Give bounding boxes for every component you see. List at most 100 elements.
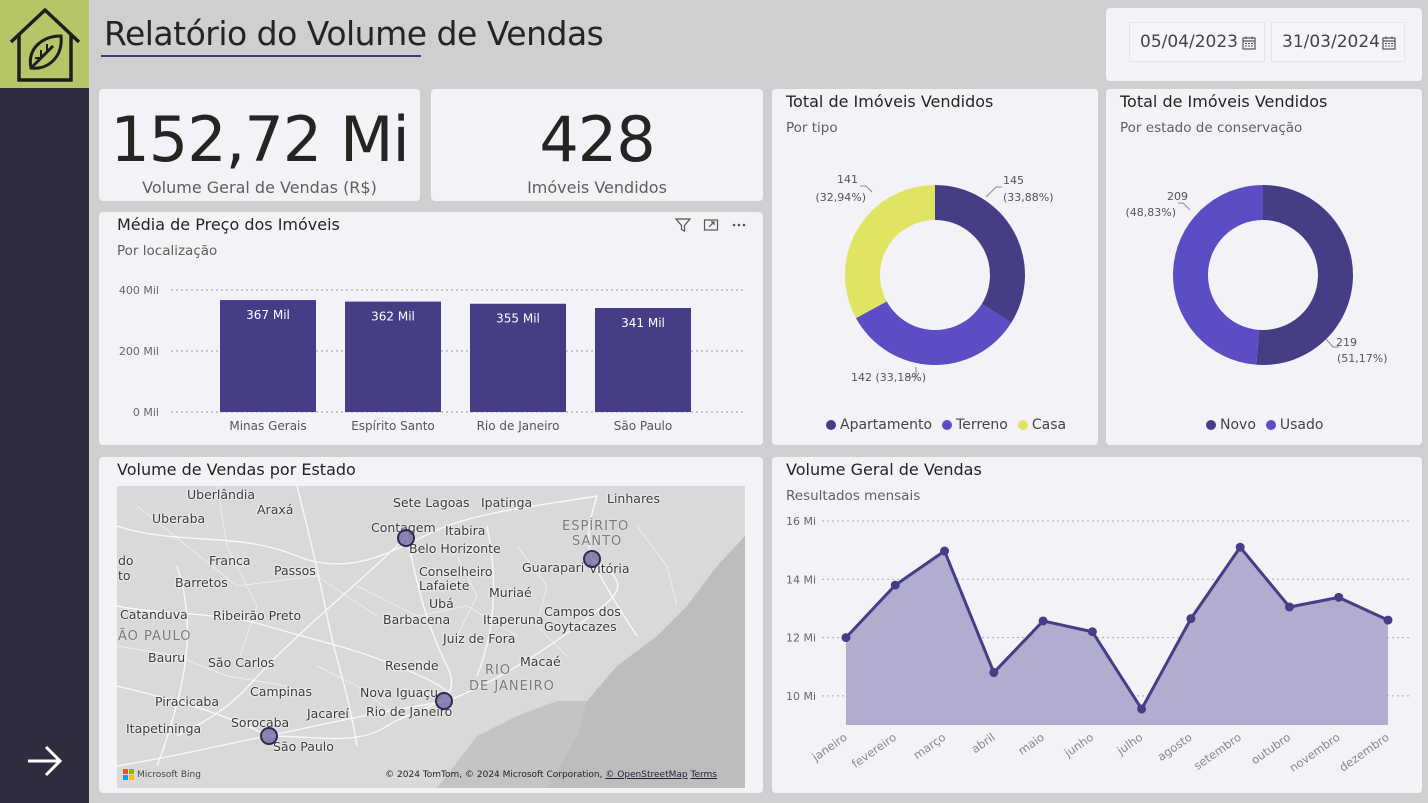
chart-title: Volume Geral de Vendas: [786, 460, 982, 479]
bar-data-label: 362 Mil: [371, 310, 415, 324]
sidebar: [0, 0, 89, 803]
y-tick-label: 0 Mil: [133, 406, 159, 419]
avg-price-chart-card[interactable]: Média de Preço dos Imóveis Por localizaç…: [99, 212, 763, 445]
y-tick-label: 14 Mi: [786, 573, 816, 586]
legend-label: Usado: [1279, 417, 1324, 433]
logo[interactable]: [0, 0, 89, 88]
data-point[interactable]: [1284, 602, 1294, 612]
map-copyright: © 2024 TomTom, © 2024 Microsoft Corporat…: [385, 770, 603, 780]
title-underline: [101, 55, 421, 57]
filter-icon[interactable]: [675, 217, 691, 233]
map-place-label: Barbacena: [383, 612, 451, 627]
bar-data-label: 355 Mil: [496, 312, 540, 326]
end-date-input[interactable]: 31/03/2024: [1271, 22, 1405, 62]
legend-item-terreno[interactable]: Terreno: [942, 417, 1008, 433]
chart-legend: Novo Usado: [1206, 417, 1323, 433]
map-place-label: Ipatinga: [481, 495, 533, 510]
x-tick-label: outubro: [1248, 730, 1293, 767]
slice-data-label: (32,94%): [815, 191, 866, 204]
map-bubble[interactable]: [260, 727, 278, 745]
map-bubble[interactable]: [435, 692, 453, 710]
data-point[interactable]: [940, 546, 950, 556]
legend-label: Novo: [1220, 417, 1256, 433]
calendar-icon[interactable]: [1382, 36, 1396, 50]
map-place-label: Nova Iguaçu: [360, 685, 439, 700]
x-tick-label: Espírito Santo: [351, 419, 435, 433]
slice-data-label: 142 (33,18%): [851, 371, 926, 384]
data-point[interactable]: [841, 633, 851, 643]
data-point[interactable]: [890, 580, 900, 590]
data-point[interactable]: [1383, 615, 1393, 625]
data-point[interactable]: [1235, 542, 1245, 552]
slice-data-label: (48,83%): [1125, 206, 1176, 219]
visual-toolbar: [675, 217, 747, 233]
calendar-icon[interactable]: [1242, 36, 1256, 50]
map-view[interactable]: Uberlândia Araxá Uberaba Sete Lagoas Ipating…: [117, 486, 745, 788]
donut-slice[interactable]: [845, 185, 935, 319]
map-place-label: Itapetininga: [126, 721, 202, 736]
map-place-label: Ubá: [429, 596, 454, 611]
kpi-label: Volume Geral de Vendas (R$): [142, 178, 377, 197]
bar[interactable]: [595, 307, 691, 412]
map-place-label: Belo Horizonte: [409, 541, 501, 556]
x-tick-label: dezembro: [1337, 730, 1392, 774]
map-bubble[interactable]: [397, 529, 415, 547]
x-tick-label: janeiro: [809, 730, 850, 765]
legend-item-apartamento[interactable]: Apartamento: [826, 417, 932, 433]
date-filter-card: 05/04/2023 31/03/2024: [1106, 8, 1422, 81]
osm-link[interactable]: © OpenStreetMap: [605, 770, 688, 780]
navigate-next-button[interactable]: [24, 740, 66, 782]
data-point[interactable]: [1334, 592, 1344, 602]
y-tick-label: 10 Mi: [786, 690, 816, 703]
map-place-label: Piracicaba: [155, 694, 220, 709]
donut-slice[interactable]: [1172, 185, 1263, 365]
bar-data-label: 341 Mil: [621, 316, 665, 330]
focus-mode-icon[interactable]: [703, 217, 719, 233]
data-point[interactable]: [1038, 616, 1048, 626]
leader-line: [985, 186, 1002, 198]
bar[interactable]: [345, 301, 441, 412]
data-point[interactable]: [1087, 627, 1097, 637]
legend-item-casa[interactable]: Casa: [1017, 417, 1066, 433]
x-tick-label: maio: [1015, 730, 1046, 758]
monthly-sales-chart-card[interactable]: Volume Geral de Vendas Resultados mensai…: [772, 457, 1422, 793]
legend-item-usado[interactable]: Usado: [1265, 417, 1324, 433]
start-date-input[interactable]: 05/04/2023: [1129, 22, 1265, 62]
bar[interactable]: [220, 300, 316, 412]
by-condition-chart-card[interactable]: Total de Imóveis Vendidos Por estado de …: [1106, 89, 1422, 445]
data-point[interactable]: [1137, 704, 1147, 714]
map-place-label: Passos: [274, 563, 316, 578]
donut-slice[interactable]: [855, 301, 1012, 365]
leader-line: [1178, 202, 1191, 211]
donut-slice[interactable]: [1256, 185, 1353, 365]
donut-slice[interactable]: [935, 185, 1025, 323]
x-tick-label: Rio de Janeiro: [477, 419, 560, 433]
data-point[interactable]: [1186, 614, 1196, 624]
terms-link[interactable]: Terms: [690, 770, 717, 780]
map-place-label: Ribeirão Preto: [213, 608, 302, 623]
bar[interactable]: [470, 303, 566, 412]
map-place-label: São Carlos: [208, 655, 275, 670]
start-date-value: 05/04/2023: [1140, 32, 1238, 52]
slice-data-label: 141: [837, 173, 858, 186]
map-place-label: São Paulo: [273, 739, 334, 754]
chart-legend: Apartamento Terreno Casa: [826, 417, 1066, 433]
kpi-card-sales-volume[interactable]: 152,72 Mi Volume Geral de Vendas (R$): [99, 89, 420, 201]
leader-line: [860, 185, 873, 193]
more-options-icon[interactable]: [731, 217, 747, 233]
map-region-label: RIO: [485, 663, 512, 678]
by-type-chart-card[interactable]: Total de Imóveis Vendidos Por tipo 145 (3…: [772, 89, 1098, 445]
legend-item-novo[interactable]: Novo: [1206, 417, 1256, 433]
leader-line: [1325, 338, 1339, 348]
slice-data-label: 145: [1003, 174, 1024, 187]
kpi-label: Imóveis Vendidos: [527, 178, 667, 197]
kpi-card-properties-sold[interactable]: 428 Imóveis Vendidos: [431, 89, 763, 201]
y-tick-label: 12 Mi: [786, 632, 816, 645]
legend-label: Terreno: [956, 417, 1008, 433]
y-tick-label: 16 Mi: [786, 515, 816, 528]
data-point[interactable]: [989, 668, 999, 678]
map-credit: © 2024 TomTom, © 2024 Microsoft Corporat…: [385, 770, 717, 780]
legend-dot: [1265, 420, 1276, 430]
map-roads: [117, 486, 745, 788]
map-bubble[interactable]: [583, 550, 601, 568]
